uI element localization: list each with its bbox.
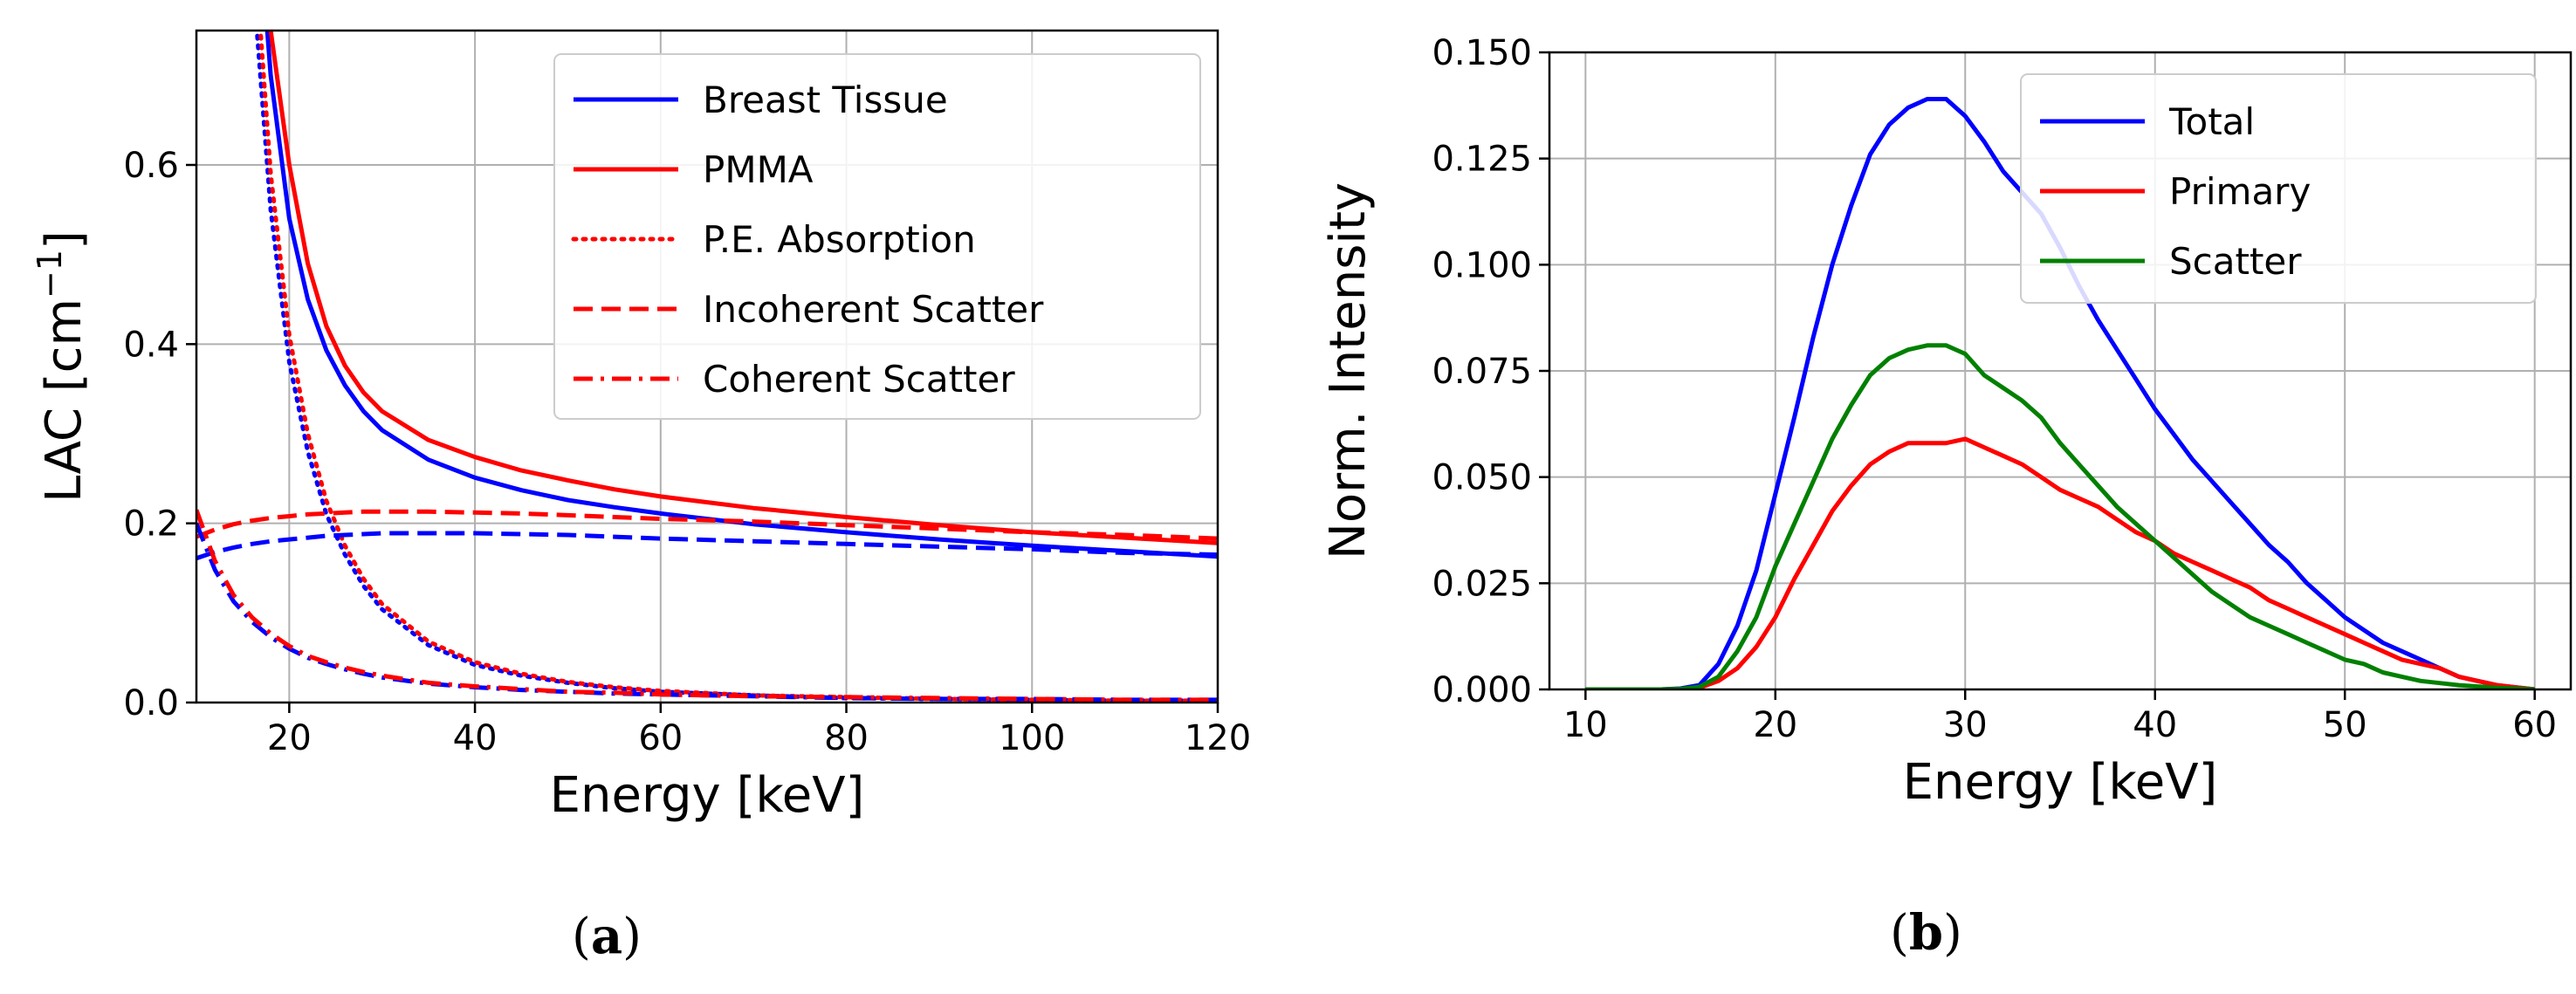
x-tick-label: 30: [1943, 705, 1988, 745]
legend-label-3: Incoherent Scatter: [703, 288, 1044, 331]
series-line-1-2: [1585, 343, 2535, 689]
series-line-0-4: [196, 531, 1218, 561]
series-line-0-1: [268, 31, 1218, 545]
legend-label-0: Breast Tissue: [703, 79, 948, 121]
y-tick-label: 0.025: [1432, 564, 1532, 604]
legend-label-0: Total: [2168, 100, 2255, 143]
series-line-0-5: [196, 509, 1218, 541]
legend: Breast Tissue PMMA P.E. Absorption Incohere…: [553, 53, 1201, 420]
plot-area: [196, 31, 1218, 703]
series-line-0-7: [196, 509, 1218, 703]
axes-frame: [195, 29, 1219, 704]
series-line-0-2: [254, 31, 1218, 703]
y-axis-label-close: ]: [36, 230, 93, 250]
legend-label-1: PMMA: [703, 148, 814, 191]
x-tick-label: 40: [2133, 705, 2177, 745]
y-tick-label: 0.4: [123, 325, 179, 365]
x-tick-label: 120: [1185, 718, 1251, 758]
x-tick-label: 80: [824, 718, 869, 758]
series-line-0-6: [196, 522, 1218, 703]
series-line-0-3: [258, 31, 1218, 703]
legend: Total Primary Scatter: [2020, 73, 2537, 304]
chart-a: 20 40 60 80 100 120 0.0 0.2 0.4 0.6 Energy [keV] LA…: [31, 29, 1251, 824]
x-axis-label: Energy [keV]: [1903, 754, 2218, 811]
y-tick-label: 0.0: [123, 683, 179, 723]
y-axis-label-superscript: −1: [31, 250, 69, 298]
y-tick-label: 0.6: [123, 146, 179, 186]
y-axis-label-main: LAC [cm: [36, 298, 93, 503]
y-axis-label: Norm. Intensity: [1320, 182, 1377, 559]
legend-box: [2020, 73, 2537, 304]
y-tick-label: 0.075: [1432, 352, 1532, 392]
x-tick-label: 20: [1753, 705, 1797, 745]
panel-label-b: (b): [1890, 904, 1962, 962]
legend-label-2: P.E. Absorption: [703, 218, 976, 261]
x-tick-label: 40: [453, 718, 498, 758]
series-line-1-1: [1585, 436, 2535, 689]
x-tick-label: 60: [638, 718, 683, 758]
x-tick-label: 10: [1563, 705, 1608, 745]
x-tick-label: 60: [2512, 705, 2557, 745]
y-tick-label: 0.050: [1432, 458, 1532, 498]
y-tick-label: 0.125: [1432, 140, 1532, 180]
y-tick-label: 0.000: [1432, 670, 1532, 710]
legend-box: [553, 53, 1201, 420]
y-tick-label: 0.100: [1432, 245, 1532, 285]
legend-label-2: Scatter: [2169, 240, 2302, 283]
y-tick-label: 0.150: [1432, 33, 1532, 73]
chart-b: 10 20 30 40 50 60 0.000 0.025 0.050 0.075 0.100 0.1…: [1320, 33, 2573, 811]
legend-label-1: Primary: [2169, 170, 2311, 213]
x-tick-label: 20: [267, 718, 312, 758]
y-axis-label: LAC [cm−1]: [31, 230, 93, 503]
legend-label-4: Coherent Scatter: [703, 358, 1015, 401]
x-tick-label: 50: [2323, 705, 2367, 745]
panel-label-a: (a): [572, 908, 642, 965]
series-line-0-0: [264, 31, 1218, 559]
x-tick-label: 100: [999, 718, 1065, 758]
y-tick-label: 0.2: [123, 504, 179, 545]
x-axis-label: Energy [keV]: [550, 767, 865, 824]
